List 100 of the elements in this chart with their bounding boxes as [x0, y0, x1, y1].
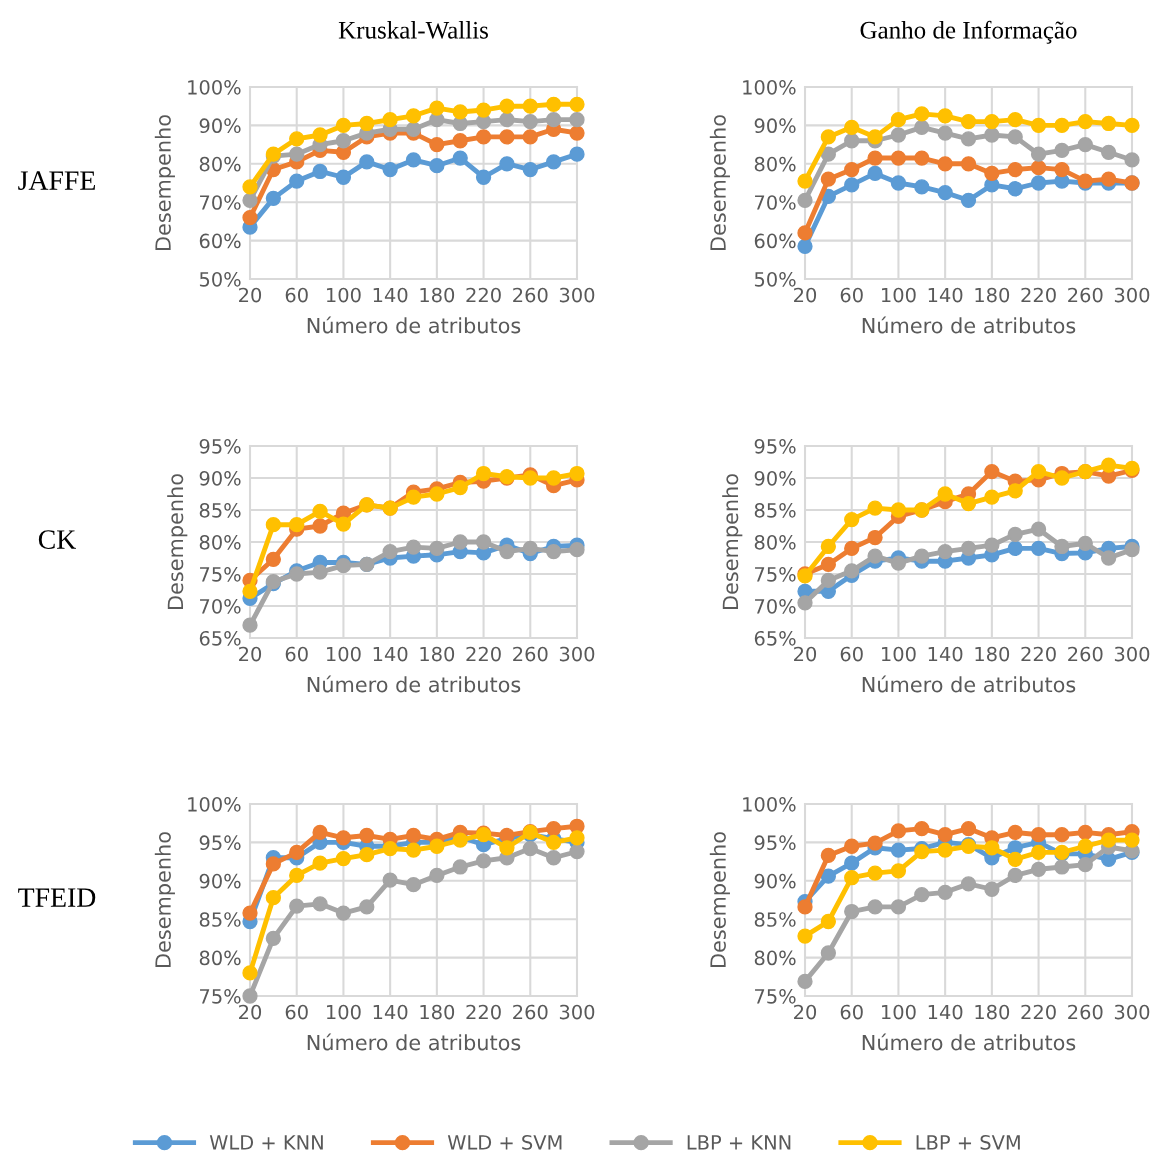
x-tick-label: 60: [285, 287, 308, 303]
y-tick-label: 65%: [754, 630, 796, 646]
x-tick-label: 220: [1021, 287, 1056, 303]
x-axis-title: Número de atributos: [307, 1033, 521, 1051]
x-tick-label: 180: [975, 287, 1010, 303]
x-tick-label: 140: [373, 1004, 408, 1020]
x-tick-label: 60: [840, 1004, 863, 1020]
y-tick-label: 95%: [754, 835, 796, 851]
x-tick-label: 60: [840, 287, 863, 303]
y-tick-label: 75%: [755, 988, 796, 1004]
x-axis-title: Número de atributos: [862, 1033, 1076, 1051]
y-tick-label: 85%: [199, 502, 241, 518]
text: CK: [38, 530, 77, 549]
y-tick-label: 90%: [754, 873, 796, 889]
text: TFEID: [18, 888, 96, 907]
x-tick-label: 140: [373, 646, 408, 662]
y-tick-label: 85%: [199, 912, 241, 927]
y-axis-title: Desempenho: [167, 474, 188, 609]
x-tick-label: 220: [466, 646, 501, 662]
x-tick-label: 260: [1068, 1004, 1103, 1020]
y-tick-label: 60%: [754, 233, 796, 249]
x-tick-label: 140: [928, 646, 963, 662]
y-tick-label: 70%: [200, 195, 241, 210]
x-tick-label: 300: [559, 287, 595, 303]
x-tick-label: 180: [420, 287, 455, 303]
x-tick-label: 60: [285, 1004, 308, 1020]
legend-label: LBP + KNN: [687, 1135, 791, 1150]
y-tick-label: 95%: [754, 438, 796, 454]
y-tick-label: 80%: [199, 156, 241, 172]
legend-label: LBP + SVM: [916, 1135, 1020, 1150]
y-tick-label: 90%: [199, 873, 241, 889]
legend-label: WLD + SVM: [447, 1135, 562, 1150]
y-tick-label: 65%: [199, 630, 241, 646]
y-tick-label: 90%: [754, 470, 796, 486]
y-tick-label: 100%: [743, 79, 796, 95]
x-tick-label: 180: [975, 646, 1010, 662]
y-tick-label: 85%: [754, 502, 796, 518]
x-tick-label: 20: [239, 287, 262, 303]
x-tick-label: 220: [466, 1004, 501, 1020]
x-tick-label: 260: [1068, 287, 1103, 303]
x-tick-label: 20: [794, 287, 817, 303]
y-tick-label: 80%: [754, 156, 796, 172]
x-tick-label: 100: [882, 1004, 916, 1020]
y-tick-label: 75%: [200, 566, 241, 582]
x-tick-label: 20: [794, 1004, 817, 1020]
x-tick-label: 300: [559, 1004, 595, 1020]
x-tick-label: 20: [794, 646, 817, 662]
x-tick-label: 260: [513, 646, 548, 662]
y-tick-label: 50%: [199, 271, 241, 287]
x-tick-label: 20: [239, 1004, 262, 1020]
y-tick-label: 50%: [754, 271, 796, 287]
x-axis-title: Número de atributos: [307, 675, 521, 693]
y-tick-label: 70%: [755, 195, 796, 210]
legend-label: WLD + KNN: [209, 1135, 323, 1150]
x-tick-label: 300: [559, 646, 595, 662]
x-tick-label: 60: [285, 646, 308, 662]
text: JAFFE: [18, 171, 95, 190]
y-tick-label: 70%: [200, 598, 241, 614]
y-tick-label: 70%: [755, 598, 796, 614]
y-tick-label: 75%: [200, 988, 241, 1004]
x-axis-title: Número de atributos: [862, 316, 1076, 334]
x-tick-label: 260: [513, 287, 548, 303]
x-tick-label: 140: [928, 1004, 963, 1020]
chart-title: Ganho de Informação: [860, 20, 1077, 44]
y-tick-label: 80%: [754, 950, 796, 966]
x-tick-label: 180: [420, 646, 455, 662]
y-tick-label: 80%: [199, 534, 241, 550]
y-tick-label: 80%: [754, 534, 796, 550]
x-axis-title: Número de atributos: [307, 316, 521, 334]
y-tick-label: 90%: [199, 118, 241, 134]
x-tick-label: 100: [882, 646, 916, 662]
x-tick-label: 100: [327, 646, 361, 662]
x-axis-title: Número de atributos: [862, 675, 1076, 693]
x-tick-label: 100: [327, 287, 361, 303]
y-tick-label: 90%: [199, 470, 241, 486]
x-tick-label: 300: [1114, 287, 1150, 303]
y-tick-label: 80%: [199, 950, 241, 966]
x-tick-label: 60: [840, 646, 863, 662]
y-tick-label: 100%: [743, 796, 796, 812]
y-axis-title: Desempenho: [709, 115, 730, 250]
y-tick-label: 60%: [199, 233, 241, 249]
y-tick-label: 75%: [755, 566, 796, 582]
x-tick-label: 100: [327, 1004, 361, 1020]
y-tick-label: 90%: [754, 118, 796, 134]
y-tick-label: 100%: [188, 796, 241, 812]
x-tick-label: 140: [373, 287, 408, 303]
y-tick-label: 95%: [199, 438, 241, 454]
y-axis-title: Desempenho: [154, 832, 175, 967]
x-tick-label: 220: [466, 287, 501, 303]
x-tick-label: 20: [239, 646, 262, 662]
x-tick-label: 220: [1021, 646, 1056, 662]
x-tick-label: 260: [513, 1004, 548, 1020]
y-tick-label: 85%: [754, 912, 796, 927]
y-tick-label: 100%: [188, 79, 241, 95]
x-tick-label: 300: [1114, 646, 1150, 662]
y-axis-title: Desempenho: [709, 832, 730, 967]
x-tick-label: 100: [882, 287, 916, 303]
y-axis-title: Desempenho: [722, 474, 743, 609]
x-tick-label: 300: [1114, 1004, 1150, 1020]
x-tick-label: 140: [928, 287, 963, 303]
